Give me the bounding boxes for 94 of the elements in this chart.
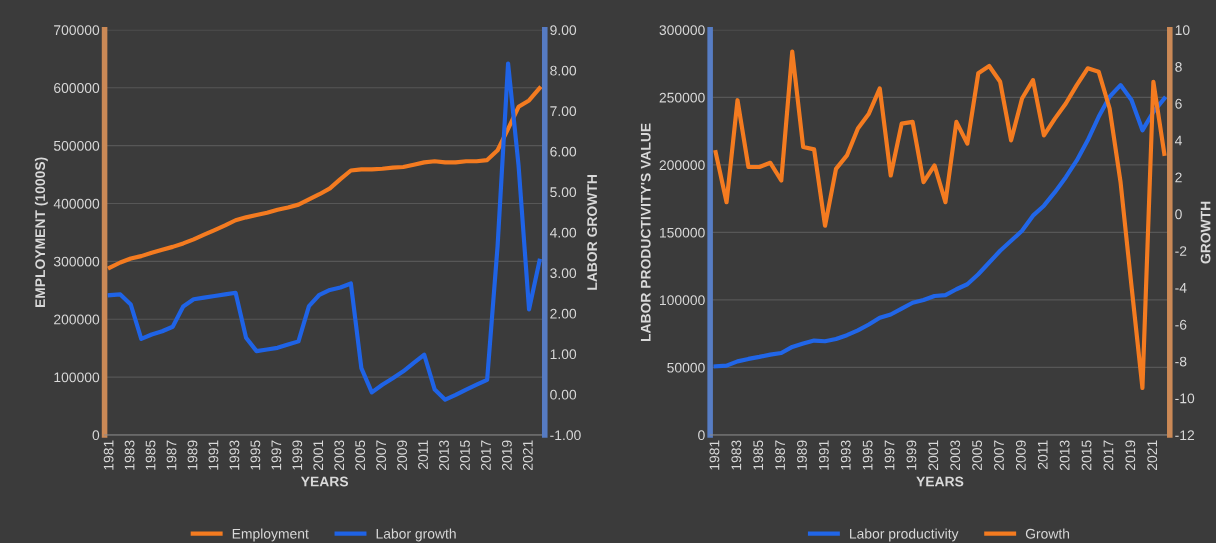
y2-tick-label: 1.00 bbox=[550, 349, 577, 360]
x-tick-label: 2013 bbox=[439, 440, 449, 470]
legend-label: Growth bbox=[1025, 528, 1070, 539]
x-tick-label: 2015 bbox=[460, 440, 470, 470]
x-tick-label: 1993 bbox=[840, 440, 851, 470]
x-tick-label: 1985 bbox=[145, 440, 156, 470]
y2-tick-label: 10 bbox=[1175, 25, 1190, 36]
x-tick-label: 1991 bbox=[818, 440, 829, 470]
y-tick-label: 200000 bbox=[659, 160, 705, 171]
y2-tick-label: -4 bbox=[1175, 283, 1187, 293]
x-tick-label: 1989 bbox=[187, 440, 198, 470]
x-tick-label: 1987 bbox=[775, 440, 786, 470]
y-tick-label: 100000 bbox=[660, 295, 705, 306]
x-tick-label: 2003 bbox=[334, 440, 345, 470]
y2-tick-label: 6.00 bbox=[550, 146, 577, 157]
y2-tick-label: 5.00 bbox=[550, 187, 577, 198]
y-tick-label: 150000 bbox=[660, 227, 705, 238]
y2-tick-label: -1.00 bbox=[550, 430, 581, 441]
x-tick-label: 1983 bbox=[731, 440, 742, 470]
line-series bbox=[107, 61, 542, 402]
y-axis-title: EMPLOYMENT (1000S) bbox=[34, 157, 48, 308]
y-tick-label: 200000 bbox=[54, 314, 100, 325]
y-tick-label: 500000 bbox=[53, 140, 100, 151]
x-tick-label: 2009 bbox=[397, 440, 408, 470]
x-tick-label: 1999 bbox=[906, 440, 917, 470]
line-series bbox=[107, 86, 542, 270]
y2-axis-title: GROWTH bbox=[1200, 201, 1211, 264]
x-tick-label: 1981 bbox=[709, 440, 720, 470]
x-tick-label: 2021 bbox=[522, 440, 533, 470]
x-tick-label: 2007 bbox=[376, 440, 387, 470]
line-series bbox=[713, 49, 1167, 391]
y2-tick-label: -12 bbox=[1175, 430, 1195, 440]
x-axis-title: YEARS bbox=[916, 476, 964, 487]
y2-tick-label: 2 bbox=[1175, 172, 1182, 183]
y-tick-label: 400000 bbox=[53, 198, 100, 209]
x-tick-label: 2011 bbox=[418, 440, 428, 469]
x-tick-label: 2011 bbox=[1037, 440, 1048, 469]
legend-label: Employment bbox=[232, 528, 309, 542]
x-tick-label: 1997 bbox=[271, 440, 282, 470]
y2-tick-label: 7.00 bbox=[550, 106, 577, 117]
y2-tick-label: 2.00 bbox=[550, 308, 577, 319]
y-tick-label: 700000 bbox=[54, 25, 100, 36]
x-tick-label: 1995 bbox=[250, 440, 261, 470]
x-tick-label: 2001 bbox=[313, 440, 324, 470]
x-tick-label: 2015 bbox=[1081, 440, 1092, 470]
x-tick-label: 2019 bbox=[1125, 440, 1136, 470]
x-tick-label: 1985 bbox=[753, 440, 764, 470]
y2-tick-label: 8 bbox=[1175, 62, 1182, 72]
y2-tick-label: 4.00 bbox=[549, 227, 577, 238]
x-tick-label: 2019 bbox=[501, 440, 512, 470]
y2-tick-label: -2 bbox=[1175, 246, 1187, 256]
y2-tick-label: 9.00 bbox=[550, 25, 577, 36]
x-axis-title: YEARS bbox=[300, 476, 349, 487]
y2-tick-label: 8.00 bbox=[550, 65, 577, 76]
x-tick-label: 2007 bbox=[994, 440, 1004, 470]
x-tick-label: 1989 bbox=[797, 440, 807, 470]
y2-tick-label: 3.00 bbox=[550, 268, 577, 279]
legend-label: Labor productivity bbox=[850, 528, 959, 542]
y-tick-label: 50000 bbox=[667, 362, 705, 373]
y2-tick-label: 0.00 bbox=[550, 389, 577, 400]
y2-tick-label: 6 bbox=[1175, 98, 1182, 109]
x-tick-label: 1997 bbox=[884, 440, 895, 470]
x-tick-label: 2021 bbox=[1147, 440, 1158, 470]
y-axis-title: LABOR PRODUCTIVITY'S VALUE bbox=[640, 123, 651, 342]
x-tick-label: 2017 bbox=[1103, 440, 1114, 470]
y-tick-label: 600000 bbox=[54, 83, 100, 93]
x-tick-label: 2005 bbox=[355, 440, 366, 470]
x-tick-label: 2003 bbox=[950, 440, 961, 470]
y2-tick-label: 4 bbox=[1174, 135, 1182, 146]
legend-label: Labor growth bbox=[376, 528, 456, 542]
x-tick-label: 1993 bbox=[229, 440, 240, 470]
y2-tick-label: 0 bbox=[1175, 209, 1182, 220]
x-tick-label: 2009 bbox=[1015, 440, 1026, 470]
x-tick-label: 2005 bbox=[972, 440, 982, 470]
x-tick-label: 1999 bbox=[292, 440, 303, 470]
x-tick-label: 1987 bbox=[166, 440, 177, 470]
x-tick-label: 1995 bbox=[862, 440, 873, 470]
y-tick-label: 100000 bbox=[54, 372, 100, 383]
y-tick-label: 0 bbox=[698, 430, 705, 441]
y-tick-label: 0 bbox=[92, 430, 100, 441]
x-tick-label: 1991 bbox=[208, 440, 219, 470]
x-tick-label: 2017 bbox=[481, 440, 491, 470]
y-tick-label: 300000 bbox=[53, 256, 100, 267]
x-tick-label: 2013 bbox=[1059, 440, 1070, 470]
y2-tick-label: -10 bbox=[1175, 393, 1195, 404]
x-tick-label: 1981 bbox=[103, 440, 114, 470]
y-tick-label: 250000 bbox=[659, 92, 705, 103]
y2-axis-title: LABOR GROWTH bbox=[587, 175, 598, 290]
line-series bbox=[713, 83, 1167, 369]
y2-tick-label: -8 bbox=[1175, 356, 1187, 367]
x-tick-label: 1983 bbox=[124, 440, 135, 470]
x-tick-label: 2001 bbox=[928, 440, 939, 470]
y-tick-label: 300000 bbox=[659, 25, 705, 36]
y2-tick-label: -6 bbox=[1175, 319, 1187, 330]
